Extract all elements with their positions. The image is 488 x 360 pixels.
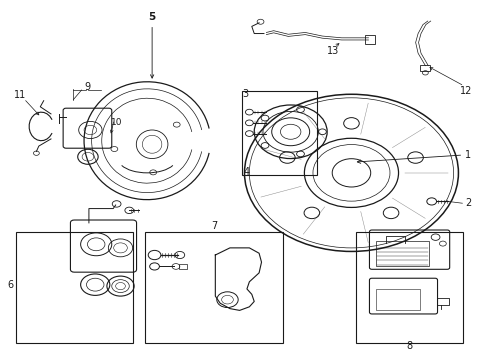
Text: 13: 13 bbox=[326, 46, 338, 57]
Bar bbox=[375, 289, 419, 310]
Bar bbox=[375, 242, 428, 266]
Text: 4: 4 bbox=[244, 167, 249, 177]
Text: 11: 11 bbox=[14, 90, 26, 100]
Text: 5: 5 bbox=[148, 13, 155, 22]
Text: 7: 7 bbox=[210, 221, 217, 231]
Text: 6: 6 bbox=[7, 280, 13, 291]
Text: 12: 12 bbox=[459, 86, 471, 96]
Bar bbox=[365, 35, 374, 44]
Bar bbox=[356, 232, 462, 342]
Text: 9: 9 bbox=[85, 82, 91, 92]
Bar bbox=[16, 232, 132, 342]
Bar bbox=[419, 64, 429, 71]
Bar bbox=[179, 264, 186, 269]
Bar bbox=[242, 91, 317, 175]
Text: 3: 3 bbox=[242, 89, 248, 99]
Text: 10: 10 bbox=[111, 118, 122, 127]
Text: 1: 1 bbox=[464, 150, 470, 160]
Bar bbox=[144, 232, 283, 342]
Text: 8: 8 bbox=[406, 341, 412, 351]
Text: 2: 2 bbox=[464, 198, 470, 208]
